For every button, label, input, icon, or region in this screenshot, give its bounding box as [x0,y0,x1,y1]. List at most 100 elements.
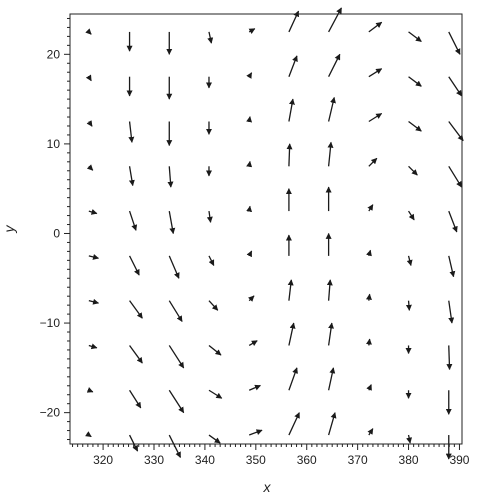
vector-arrow [248,340,258,347]
vector-arrow [88,209,98,215]
vector-arrow [248,429,263,436]
vector-arrow [246,72,253,79]
vector-arrow [168,389,185,414]
vector-arrow [408,31,422,43]
vector-arrow [208,344,222,356]
vector-arrow [288,10,300,33]
axes: 320 330 340 350 360 370 380 390 −20 −10 0 10 20 [40,13,470,467]
vector-arrow [246,250,253,258]
vector-arrow [206,210,213,223]
vector-arrow [368,68,383,78]
vector-arrow [328,53,341,77]
vector-arrow [326,279,333,301]
vector-arrow [208,255,215,267]
vector-arrow [406,434,413,444]
y-tick-label: −10 [40,316,61,330]
vector-arrow [86,120,93,127]
vector-arrow [405,300,412,311]
vector-arrow [448,210,458,233]
vector-arrow [327,96,336,122]
vector-arrow [248,28,256,35]
vector-arrow [128,434,139,452]
y-axis-title: y [1,225,17,234]
x-tick-label: 330 [144,453,164,467]
vector-arrow [129,389,142,409]
vector-arrow [365,338,372,346]
vector-arrow [406,255,413,267]
vector-arrow [367,428,374,436]
vector-arrow [208,434,221,444]
y-tick-label: 0 [53,226,60,240]
y-tick-label: −20 [40,406,61,420]
vector-field [85,7,464,460]
vector-arrow [365,293,372,301]
x-tick-label: 360 [297,453,317,467]
vector-arrow [86,387,94,393]
vector-arrow [288,367,298,391]
vector-arrow [85,431,92,438]
vector-arrow [168,255,180,279]
vector-arrow [168,345,185,369]
vector-arrow [88,254,100,260]
y-tick-label: 10 [47,137,61,151]
x-tick-label: 350 [246,453,266,467]
vector-arrow [246,205,253,213]
vector-arrow [448,300,455,324]
vector-arrow [85,28,92,35]
vector-arrow [288,412,300,436]
vector-arrow [288,322,296,346]
vector-arrow [408,76,422,87]
vector-arrow [168,434,182,458]
vector-arrow [448,31,461,55]
vector-arrow [288,55,298,77]
vector-arrow [208,300,219,311]
vector-arrow [288,98,295,122]
x-tick-label: 340 [195,453,215,467]
vector-arrow [128,121,135,143]
vector-arrow [408,120,422,132]
vector-arrow [246,160,253,168]
vector-arrow [287,279,294,301]
vector-arrow [408,165,418,176]
vector-arrow [368,157,378,167]
vector-arrow [167,166,174,188]
x-tick-label: 380 [399,453,419,467]
vector-arrow [85,74,92,82]
vector-arrow [448,76,463,97]
vector-arrow [366,249,372,257]
x-tick-label: 390 [449,453,469,467]
vector-arrow [327,367,336,391]
vector-arrow [129,345,143,364]
vector-arrow [448,121,464,142]
vector-arrow [128,210,138,231]
vector-arrow [248,384,261,391]
vector-arrow [368,21,383,33]
vector-arrow [246,116,253,123]
vector-arrow [368,112,383,123]
vector-arrow [88,298,100,305]
vector-arrow [446,345,453,371]
vector-arrow [328,7,342,33]
vector-arrow [327,322,335,346]
vector-arrow [367,204,374,212]
vector-arrow [128,166,135,187]
x-tick-label: 320 [93,453,113,467]
vector-arrow [86,164,94,171]
vector-arrow [327,412,337,436]
vector-arrow [448,255,456,278]
vector-arrow [168,210,176,235]
vector-arrow [129,300,143,319]
vector-arrow [128,255,140,276]
vector-arrow [327,141,334,167]
vector-arrow [366,384,372,391]
plot-frame [69,13,463,445]
x-tick-label: 370 [348,453,368,467]
vector-arrow [407,210,415,221]
x-axis-title: x [263,479,272,495]
vector-arrow [168,300,183,322]
vector-arrow [88,343,98,350]
vector-arrow [286,143,293,167]
vector-arrow [448,165,463,188]
vector-arrow [208,389,223,399]
